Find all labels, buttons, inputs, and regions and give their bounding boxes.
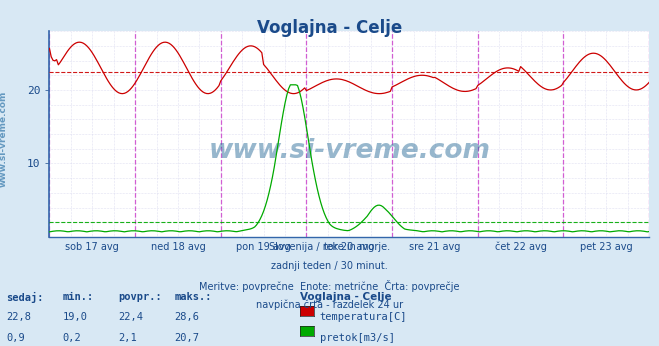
Text: Voglajna - Celje: Voglajna - Celje — [300, 292, 391, 302]
Text: www.si-vreme.com: www.si-vreme.com — [0, 90, 8, 186]
Text: 22,4: 22,4 — [119, 312, 144, 322]
Text: zadnji teden / 30 minut.: zadnji teden / 30 minut. — [271, 261, 388, 271]
Text: 28,6: 28,6 — [175, 312, 200, 322]
Text: www.si-vreme.com: www.si-vreme.com — [208, 138, 490, 164]
Text: 19,0: 19,0 — [63, 312, 88, 322]
Text: 22,8: 22,8 — [7, 312, 32, 322]
Text: pretok[m3/s]: pretok[m3/s] — [320, 333, 395, 343]
Text: 0,2: 0,2 — [63, 333, 81, 343]
Text: Meritve: povprečne  Enote: metrične  Črta: povprečje: Meritve: povprečne Enote: metrične Črta:… — [199, 280, 460, 292]
Text: povpr.:: povpr.: — [119, 292, 162, 302]
Text: navpična črta - razdelek 24 ur: navpična črta - razdelek 24 ur — [256, 299, 403, 310]
Text: min.:: min.: — [63, 292, 94, 302]
Text: 20,7: 20,7 — [175, 333, 200, 343]
Text: 0,9: 0,9 — [7, 333, 25, 343]
Text: temperatura[C]: temperatura[C] — [320, 312, 407, 322]
Text: sedaj:: sedaj: — [7, 292, 44, 303]
Text: maks.:: maks.: — [175, 292, 212, 302]
Text: 2,1: 2,1 — [119, 333, 137, 343]
Text: Voglajna - Celje: Voglajna - Celje — [257, 19, 402, 37]
Text: Slovenija / reke in morje.: Slovenija / reke in morje. — [269, 242, 390, 252]
